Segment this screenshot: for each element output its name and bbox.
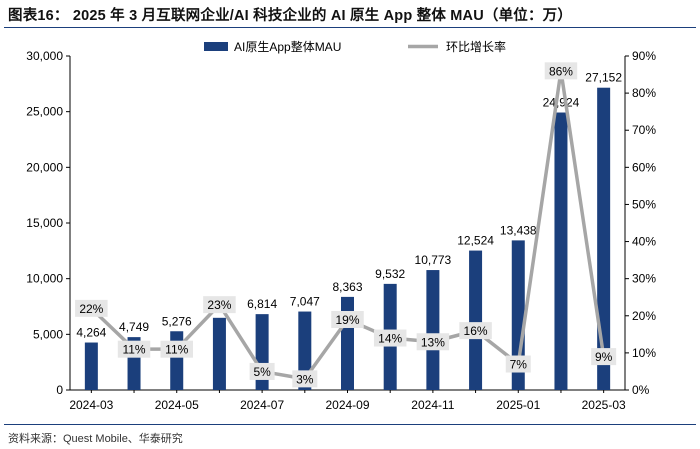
y-left-tick-label: 30,000 — [26, 49, 63, 63]
growth-rate-label: 7% — [510, 358, 528, 372]
bar — [554, 112, 568, 390]
y-right-tick-label: 0% — [632, 383, 650, 397]
legend-swatch-bar — [204, 42, 228, 51]
y-left-tick-label: 5,000 — [33, 327, 63, 341]
bar-value-label: 27,152 — [585, 71, 622, 85]
y-right-tick-label: 40% — [632, 235, 656, 249]
bar-value-label: 4,749 — [119, 320, 149, 334]
bar-value-label: 4,264 — [76, 326, 106, 340]
growth-rate-label: 3% — [296, 372, 314, 386]
x-tick-label: 2025-03 — [582, 398, 626, 412]
bar — [597, 87, 611, 390]
growth-rate-labels: 22% 11% 11% 23% 5% 3% 19% 14% 13% 16% 7% 86% 9% — [75, 62, 617, 388]
x-tick-label: 2025-01 — [496, 398, 540, 412]
source-note: 资料来源：Quest Mobile、华泰研究 — [8, 433, 183, 445]
bar-value-label: 24,924 — [543, 96, 580, 110]
y-right-tick-label: 20% — [632, 309, 656, 323]
x-tick-label: 2024-05 — [155, 398, 199, 412]
bar — [469, 250, 483, 390]
growth-rate-label-box — [203, 296, 236, 314]
x-tick-label: 2024-03 — [69, 398, 113, 412]
growth-rate-label: 23% — [207, 298, 231, 312]
growth-rate-label: 14% — [378, 332, 402, 346]
bar-value-label: 7,047 — [290, 295, 320, 309]
growth-rate-label-box — [373, 329, 407, 347]
y-right-tick-label: 10% — [632, 346, 656, 360]
growth-rate-label: 11% — [165, 343, 188, 357]
growth-rate-label-box — [117, 340, 151, 358]
x-tick-label: 2024-09 — [325, 398, 369, 412]
growth-rate-label-box — [459, 322, 492, 340]
growth-rate-label: 13% — [421, 335, 445, 349]
bar — [170, 331, 184, 390]
growth-rate-label: 9% — [595, 350, 613, 364]
y-left-tick-label: 20,000 — [26, 160, 63, 174]
bar-value-label: 9,532 — [375, 267, 405, 281]
axes: 0 5,000 10,000 15,000 20,000 25,000 30,000 0% 10… — [26, 49, 656, 412]
y-right-tick-label: 60% — [632, 160, 656, 174]
y-left-tick-label: 25,000 — [26, 105, 63, 119]
y-left-tick-label: 10,000 — [26, 272, 63, 286]
growth-rate-label-box — [416, 333, 450, 351]
growth-rate-label-box — [292, 370, 318, 388]
y-right-tick-label: 70% — [632, 123, 656, 137]
bar-value-label: 5,276 — [162, 314, 192, 328]
bar-value-label: 8,363 — [332, 280, 362, 294]
y-left-tick-label: 15,000 — [26, 216, 63, 230]
growth-rate-label-box — [544, 62, 578, 80]
bar-value-label: 13,438 — [500, 223, 537, 237]
x-tick-label: 2024-11 — [411, 398, 454, 412]
y-right-tick-label: 90% — [632, 49, 656, 63]
bar-value-label: 6,814 — [247, 297, 277, 311]
y-left-tick-label: 0 — [56, 383, 63, 397]
growth-rate-label: 19% — [335, 313, 359, 327]
source-rule — [4, 424, 696, 425]
growth-rate-label: 11% — [122, 343, 145, 357]
growth-rate-label-box — [75, 299, 108, 317]
y-right-tick-label: 80% — [632, 86, 656, 100]
growth-rate-label: 5% — [253, 365, 271, 379]
growth-rate-label-box — [160, 340, 193, 358]
x-tick-label: 2024-07 — [240, 398, 284, 412]
growth-rate-label-box — [249, 362, 275, 380]
bar — [426, 270, 440, 390]
title-rule — [4, 27, 696, 28]
legend-label-mau: AI原生App整体MAU — [234, 39, 341, 54]
growth-rate-label: 16% — [464, 324, 488, 338]
growth-rate-label-box — [591, 348, 617, 366]
bar — [84, 342, 98, 390]
growth-rate-label-box — [331, 310, 364, 328]
growth-rate-label-box — [505, 355, 531, 373]
growth-rate-label: 86% — [549, 64, 573, 78]
legend: AI原生App整体MAU 环比增长率 — [204, 39, 506, 54]
legend-label-growth: 环比增长率 — [446, 39, 506, 54]
bar — [341, 296, 354, 390]
figure-title: 图表16： 2025 年 3 月互联网企业/AI 科技企业的 AI 原生 App… — [8, 8, 573, 24]
bar-value-label: 12,524 — [457, 234, 494, 248]
growth-rate-label: 22% — [79, 302, 103, 316]
y-right-tick-label: 30% — [632, 272, 656, 286]
bar — [212, 317, 226, 390]
y-right-tick-label: 50% — [632, 197, 656, 211]
bar-value-label: 10,773 — [415, 253, 452, 267]
